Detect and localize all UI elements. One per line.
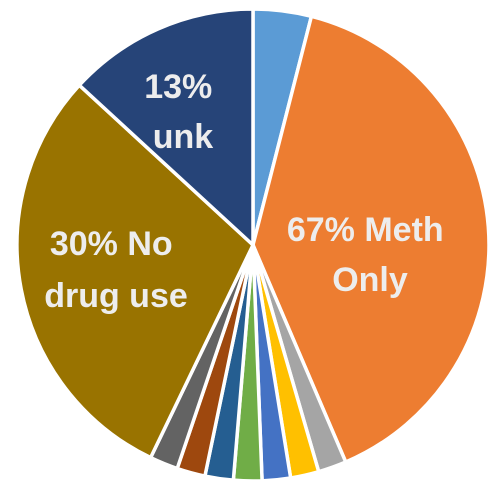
pie-slices [15, 7, 489, 483]
label-unk: 13% unk [144, 68, 222, 156]
label-meth-only: 67% Meth Only [287, 211, 453, 299]
pie-slice-11 [76, 7, 255, 249]
pie-slice-2 [251, 14, 489, 465]
pie-slice-10 [15, 82, 256, 460]
label-no-drug-use: 30% No drug use [44, 225, 188, 315]
pie-labels: 67% Meth Only 30% No drug use 13% unk [44, 68, 453, 315]
